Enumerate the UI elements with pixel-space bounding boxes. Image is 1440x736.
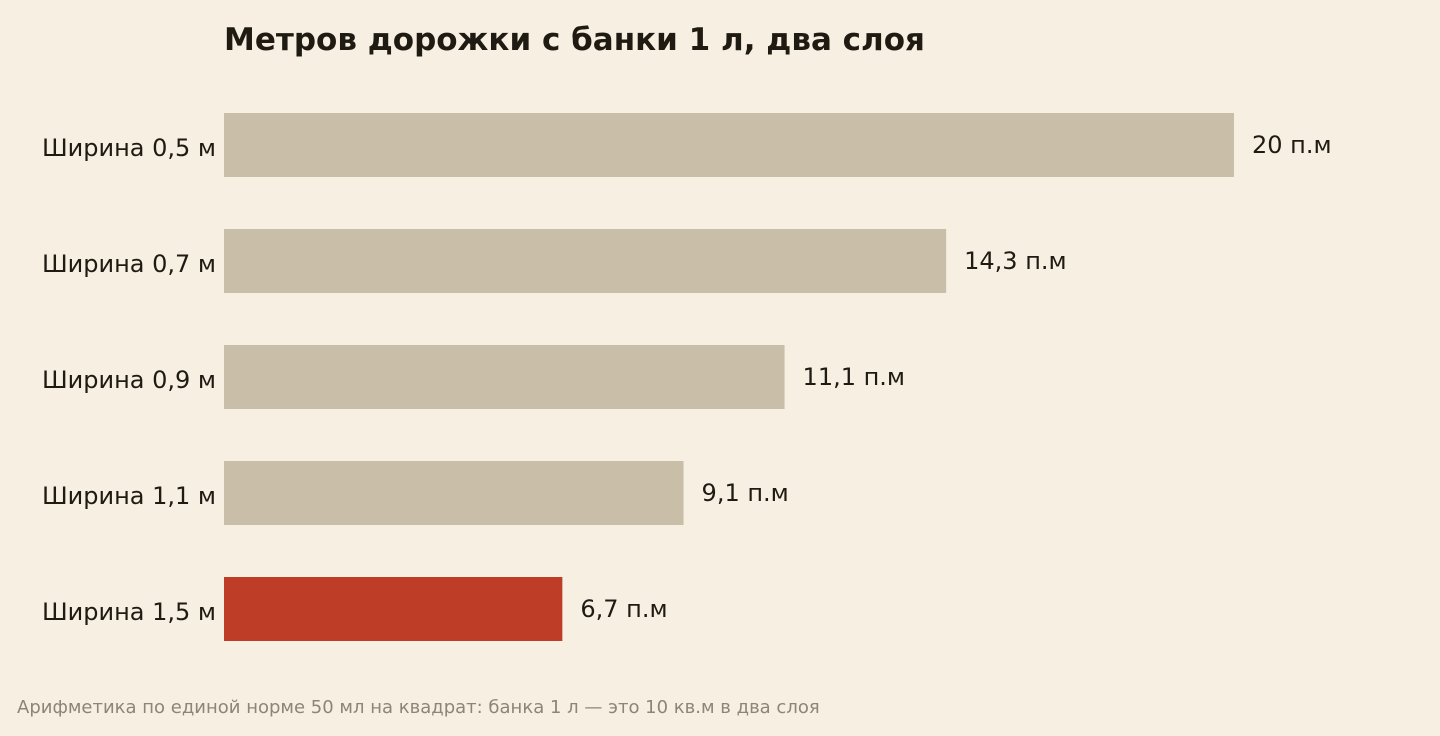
data-label: 11,1 п.м [803,363,906,391]
bar [224,577,563,641]
category-label: Ширина 1,1 м [42,482,216,510]
bar [224,229,947,293]
category-label: Ширина 0,5 м [42,134,216,162]
data-label: 6,7 п.м [580,595,667,623]
category-label: Ширина 1,5 м [42,598,216,626]
category-labels: Ширина 0,5 м Ширина 0,7 м Ширина 0,9 м Шири… [42,134,216,626]
bar [224,113,1234,177]
value-labels: 20 п.м 14,3 п.м 11,1 п.м 9,1 п.м 6,7 п.м [580,131,1331,623]
bars [224,113,1234,641]
category-label: Ширина 0,7 м [42,250,216,278]
bar [224,345,785,409]
data-label: 20 п.м [1252,131,1332,159]
chart-footnote: Арифметика по единой норме 50 мл на квад… [17,697,820,718]
bar [224,461,684,525]
data-label: 14,3 п.м [964,247,1067,275]
chart-title: Метров дорожки с банки 1 л, два слоя [224,22,925,58]
category-label: Ширина 0,9 м [42,366,216,394]
data-label: 9,1 п.м [702,479,789,507]
